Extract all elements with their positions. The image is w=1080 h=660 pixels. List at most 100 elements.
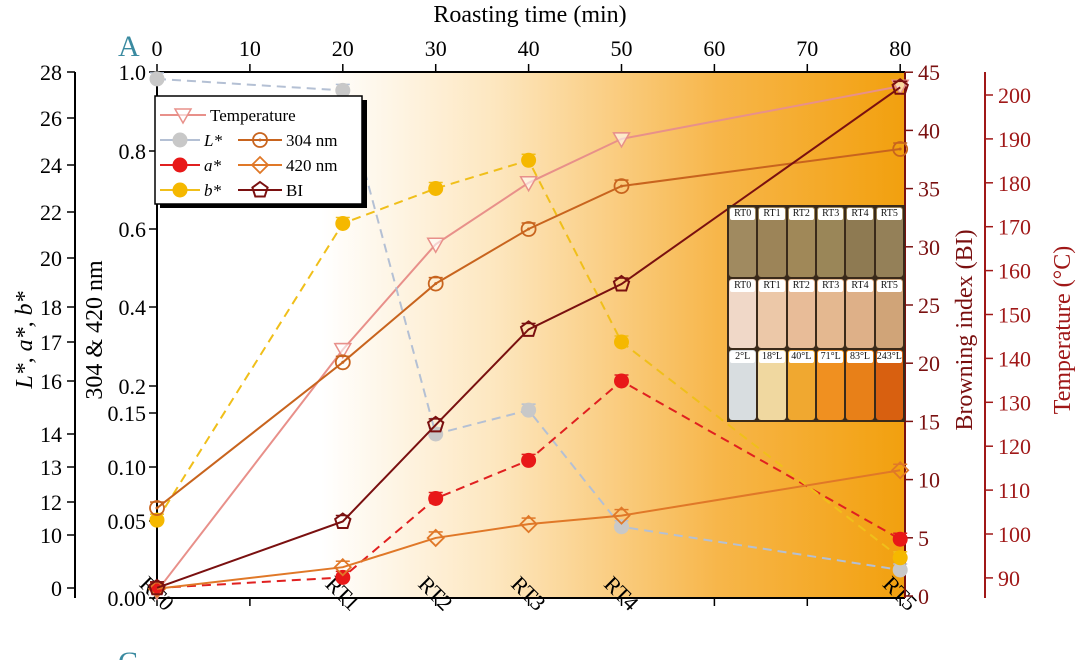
sample-photo-inset: RT0 RT1 RT2 RT3 RT4 RT5 RT0 RT1 RT2 RT3 RT4 RT5 2°L 1… [727, 205, 905, 422]
bi-axis-tick-label: 10 [918, 468, 940, 493]
sample-tube: 2°L [729, 350, 757, 420]
series-420nm [147, 460, 910, 599]
data-point-RT2 [428, 491, 444, 506]
inner-axis-tick-label: 0.6 [119, 217, 147, 242]
data-point-RT3 [519, 514, 538, 534]
left-axis-tick-label: 24 [40, 153, 62, 178]
legend-label: Temperature [210, 106, 296, 125]
left-axis-tick-label: 10 [40, 523, 62, 548]
temperature-axis-tick-label: 190 [998, 127, 1031, 152]
bi-axis-tick-label: 25 [918, 293, 940, 318]
data-point-RT2-dot [434, 282, 438, 286]
bi-axis-tick-label: 30 [918, 235, 940, 260]
legend-entry: b* [160, 181, 222, 200]
sample-tube: RT5 [875, 207, 903, 277]
temperature-axis-tick-label: 170 [998, 215, 1031, 240]
series-line [156, 148, 901, 509]
top-axis-tick-label: 80 [889, 36, 911, 61]
sample-tube: RT2 [787, 278, 815, 349]
sample-tube: RT0 [729, 278, 757, 349]
data-point-RT3 [521, 152, 537, 168]
sample-tube: 243°L [875, 350, 903, 420]
left-axis-tick-label: 14 [40, 422, 62, 447]
data-point-RT2 [426, 415, 445, 433]
data-point-RT4-dot [620, 184, 623, 188]
temperature-axis-tick-label: 130 [998, 390, 1031, 415]
top-axis-tick-label: 30 [425, 36, 447, 61]
legend-marker [172, 132, 188, 148]
data-point-RT1-dot [341, 360, 345, 364]
temperature-axis-tick-label: 90 [998, 566, 1020, 591]
data-point-RT5-dot [898, 147, 902, 151]
sample-tube: 18°L [758, 350, 786, 420]
sample-tube: RT0 [729, 207, 757, 277]
temperature-axis-tick-label: 200 [998, 83, 1031, 108]
sample-tube: RT1 [758, 207, 786, 277]
legend-entry: 420 nm [238, 155, 337, 175]
tube-label: 2°L [730, 351, 756, 364]
legend-label: L* [203, 131, 222, 150]
sample-tube: 83°L [846, 350, 874, 420]
top-axis-tick-label: 10 [239, 36, 261, 61]
data-point-RT2 [428, 181, 444, 196]
data-point-RT3-dot [527, 227, 531, 231]
legend-entry: 304 nm [238, 131, 337, 150]
temperature-axis-tick-label: 180 [998, 171, 1031, 196]
left-axis-tick-label: 18 [40, 295, 62, 320]
data-point-RT5 [891, 78, 909, 95]
legend-entry: L* [160, 131, 222, 150]
data-point-RT1 [334, 512, 352, 529]
data-point-RT0-dot [155, 506, 159, 510]
tube-label: 83°L [847, 351, 873, 364]
inner-axis-tick-label: 0.2 [119, 374, 147, 399]
data-point-RT0 [149, 512, 165, 528]
left-axis-tick-label: 22 [40, 200, 62, 225]
data-point-RT4 [612, 506, 631, 525]
left-axis-tick-label: 12 [40, 490, 62, 515]
sample-tube: RT4 [846, 278, 874, 349]
data-point-RT3 [519, 320, 538, 337]
sample-tube: RT3 [817, 207, 845, 277]
data-point-RT1 [334, 354, 351, 371]
tube-label: RT5 [876, 279, 902, 292]
data-point-RT3 [521, 402, 537, 418]
legend: Temperature L* a* b* 304 nm 420 nm BI [154, 95, 367, 208]
top-axis-tick-label: 50 [611, 36, 633, 61]
inner-axis-tick-label: 0.00 [108, 586, 147, 611]
legend-marker [250, 155, 270, 175]
top-axis-tick-label: 70 [796, 36, 818, 61]
data-point-RT1 [335, 569, 351, 585]
tube-label: RT0 [730, 208, 756, 220]
left-axis-tick-label: 26 [40, 106, 62, 131]
temperature-axis-tick-label: 110 [998, 478, 1030, 503]
data-point-RT0 [148, 578, 166, 596]
legend-label: BI [286, 181, 303, 200]
left-axis-title: L*, a*, b* [12, 291, 38, 389]
bi-axis-tick-label: 35 [918, 177, 940, 202]
data-point-RT0 [149, 71, 165, 87]
temperature-axis-tick-label: 100 [998, 522, 1031, 547]
series-304nm [149, 141, 909, 516]
tube-label: 243°L [876, 351, 902, 364]
data-point-RT4 [612, 274, 631, 292]
inner-axis-tick-label: 0.8 [119, 139, 147, 164]
bi-axis-tick-label: 20 [918, 351, 940, 376]
legend-marker [252, 132, 268, 148]
data-point-RT1 [333, 342, 353, 360]
inner-axis-tick-label: 0.05 [108, 509, 147, 534]
tube-label: RT5 [876, 208, 902, 220]
top-axis-tick-label: 20 [332, 36, 354, 61]
tube-label: RT2 [788, 279, 814, 292]
data-point-RT4 [614, 334, 629, 350]
series-bi [148, 78, 909, 596]
temperature-axis-tick-label: 160 [998, 259, 1031, 284]
inner-axis-tick-label: 0.10 [108, 455, 147, 480]
legend-marker-dot [258, 138, 262, 142]
top-axis-tick-label: 40 [518, 36, 540, 61]
data-point-RT4 [613, 178, 630, 195]
tube-label: RT1 [759, 208, 785, 220]
tube-label: RT3 [818, 279, 844, 292]
panel-label-c: C [118, 646, 138, 660]
legend-marker [173, 108, 193, 125]
tube-label: RT4 [847, 208, 873, 220]
